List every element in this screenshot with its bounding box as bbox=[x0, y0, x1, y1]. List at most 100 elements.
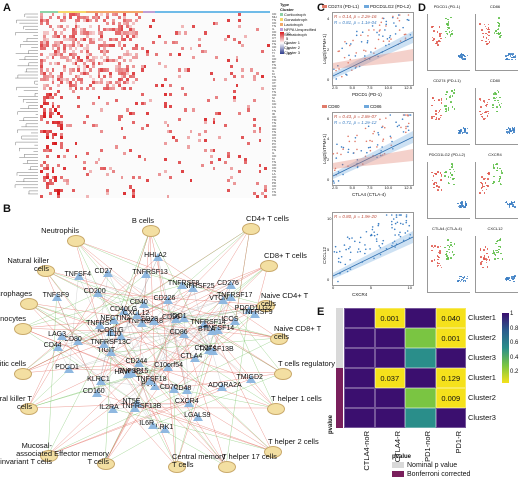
scatter-point bbox=[343, 244, 346, 246]
heatmap-cell bbox=[134, 56, 138, 60]
heatmap-cell bbox=[91, 77, 95, 81]
cell-type-node bbox=[274, 368, 292, 380]
scatter-point bbox=[390, 220, 393, 223]
scatter-point bbox=[389, 34, 392, 37]
dot-point bbox=[480, 106, 482, 108]
dot-point bbox=[462, 127, 465, 129]
dot-point bbox=[512, 128, 515, 130]
dot-point bbox=[506, 132, 509, 135]
scatter-point bbox=[364, 50, 367, 52]
gene-label: NT5E bbox=[122, 397, 141, 405]
heatmap-cell bbox=[45, 163, 49, 167]
dot-point bbox=[431, 171, 433, 174]
gene-label: TNFRSF13C bbox=[90, 339, 131, 347]
dot-point bbox=[494, 254, 497, 256]
heatmap-cell bbox=[88, 37, 92, 41]
gene-label: CD86 bbox=[169, 329, 188, 337]
scatter-point bbox=[373, 231, 375, 233]
gene-node bbox=[163, 362, 174, 371]
heatmap-cell bbox=[229, 176, 233, 180]
dot-point bbox=[439, 108, 442, 111]
x-tick: 7.5 bbox=[366, 85, 373, 90]
dot-point bbox=[485, 105, 488, 108]
heatmap-cell bbox=[129, 74, 133, 78]
heatmap-cell bbox=[71, 56, 75, 60]
dot-point bbox=[496, 89, 499, 92]
heatmap-cell bbox=[54, 43, 58, 47]
dot-point bbox=[483, 178, 485, 180]
dot-point bbox=[509, 203, 511, 205]
heatmap-cell bbox=[129, 31, 133, 35]
dot-point bbox=[488, 172, 490, 174]
heatmap-cell bbox=[48, 53, 52, 57]
dot-point bbox=[494, 99, 496, 102]
gene-row-label: CD bbox=[272, 46, 277, 50]
heatmap-cell bbox=[65, 37, 69, 41]
pvalue-cell bbox=[405, 328, 436, 348]
scatter-point bbox=[356, 251, 359, 253]
scatter-point bbox=[392, 218, 395, 220]
scatter-point bbox=[397, 14, 400, 16]
heatmap-cell bbox=[63, 56, 66, 60]
dot-point bbox=[494, 249, 497, 252]
heatmap-cell bbox=[129, 37, 133, 41]
heatmap-cell bbox=[129, 86, 133, 90]
dot-point bbox=[459, 206, 461, 208]
heatmap-cell bbox=[74, 28, 78, 32]
heatmap-cell bbox=[132, 71, 135, 75]
scatter-point bbox=[403, 33, 406, 36]
heatmap-cell bbox=[83, 65, 87, 69]
heatmap-cell bbox=[77, 59, 81, 63]
dot-point bbox=[498, 23, 501, 25]
dot-point bbox=[509, 55, 512, 58]
gene-node bbox=[217, 382, 228, 391]
dot-point bbox=[461, 204, 463, 206]
dot-point bbox=[493, 181, 495, 183]
gene-row-label: LA bbox=[272, 49, 276, 53]
gene-row-label: PD bbox=[272, 34, 277, 38]
heatmap-cell bbox=[120, 34, 124, 38]
scatter-plot: CD274 (PD-L1) PDCD1LG2 (PD-L2) R = 0.14, p… bbox=[322, 4, 417, 102]
scatter-point bbox=[360, 40, 363, 43]
heatmap-cell bbox=[103, 19, 107, 23]
x-axis-ticks: 0 5 10 bbox=[332, 285, 412, 290]
scatter-point bbox=[398, 124, 400, 127]
heatmap-cell bbox=[232, 90, 236, 94]
scatter-point bbox=[377, 224, 380, 227]
dot-point bbox=[431, 260, 433, 262]
heatmap-cell bbox=[163, 170, 167, 174]
scatter-point bbox=[354, 67, 357, 69]
gene-label: CD70 bbox=[159, 383, 178, 391]
heatmap-cell bbox=[48, 114, 52, 118]
heatmap-cell bbox=[45, 77, 49, 81]
dot-subplot: CXCL12 bbox=[472, 226, 518, 296]
heatmap-cell bbox=[117, 43, 121, 47]
heatmap-cell bbox=[109, 37, 112, 41]
heatmap-cell bbox=[80, 43, 84, 47]
dot-point bbox=[464, 201, 467, 203]
heatmap-cell bbox=[163, 157, 167, 161]
scatter-point bbox=[354, 140, 356, 143]
dot-point bbox=[508, 277, 510, 280]
dot-point bbox=[436, 255, 439, 257]
gene-label: IL10 bbox=[107, 331, 122, 339]
gene-row-label: KI bbox=[272, 73, 275, 77]
heatmap-cell bbox=[123, 71, 127, 75]
dot-point bbox=[449, 96, 451, 98]
gene-node bbox=[153, 253, 164, 262]
heatmap-cell bbox=[163, 77, 167, 81]
gene-label: LGALS9 bbox=[184, 412, 211, 420]
x-tick: 5.0 bbox=[349, 185, 356, 190]
heatmap-cell bbox=[42, 46, 46, 50]
heatmap-cell bbox=[45, 173, 49, 177]
scatter-point bbox=[394, 222, 397, 225]
heatmap-cell bbox=[100, 56, 104, 60]
heatmap-cell bbox=[51, 102, 55, 106]
gene-node bbox=[189, 353, 200, 362]
scatter-point bbox=[409, 233, 412, 236]
gene-row-label: LG bbox=[272, 106, 277, 110]
heatmap-cell bbox=[261, 49, 265, 54]
dot-point bbox=[437, 251, 440, 254]
heatmap-cell bbox=[86, 59, 89, 63]
